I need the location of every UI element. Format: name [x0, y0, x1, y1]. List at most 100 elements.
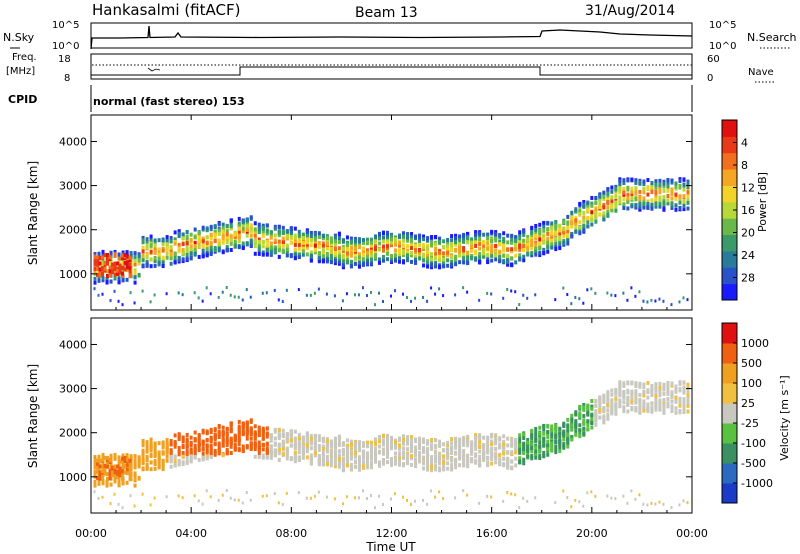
- velocity-cell: [333, 461, 337, 466]
- power-cell: [530, 246, 534, 251]
- power-cell: [622, 181, 626, 186]
- power-cell: [662, 200, 666, 205]
- power-cell: [141, 255, 145, 260]
- velocity-cell: [365, 454, 369, 459]
- power-cell: [361, 252, 365, 257]
- velocity-cell: [133, 478, 137, 483]
- power-cell: [361, 257, 365, 262]
- power-cell: [574, 221, 578, 226]
- freq-panel: Freq. [MHz] 18 8 60 0 Nave: [6, 52, 775, 84]
- velocity-cell: [313, 450, 317, 455]
- velocity-cell: [321, 437, 325, 442]
- velocity-cell: [470, 458, 474, 463]
- velocity-cell: [141, 456, 145, 461]
- velocity-cell: [329, 449, 333, 454]
- velocity-cell: [550, 448, 554, 453]
- velocity-cell: [566, 432, 570, 437]
- velocity-ylabel: Slant Range [km]: [26, 364, 40, 468]
- power-cell: [333, 258, 337, 263]
- velocity-cell: [586, 410, 590, 415]
- velocity-cell: [534, 452, 538, 457]
- velocity-cell: [173, 433, 177, 438]
- velocity-cell: [498, 457, 502, 462]
- velocity-cell: [526, 445, 530, 450]
- power-cell: [181, 242, 185, 247]
- power-cell: [117, 280, 121, 285]
- velocity-cell: [630, 395, 634, 400]
- power-cell: [249, 240, 253, 245]
- x-tick-label: 12:00: [376, 527, 408, 540]
- velocity-cell: [357, 463, 361, 468]
- power-cell: [598, 194, 602, 199]
- power-cell: [598, 212, 602, 217]
- velocity-cell: [650, 383, 654, 388]
- power-cell: [426, 246, 430, 251]
- velocity-cell: [197, 457, 201, 462]
- velocity-cell: [103, 469, 107, 474]
- velocity-cell: [349, 449, 353, 454]
- velocity-cell: [337, 454, 341, 459]
- velocity-cell: [217, 435, 221, 440]
- power-cell: [494, 257, 498, 262]
- velocity-cell: [117, 462, 121, 467]
- velocity-cell: [458, 450, 462, 455]
- y-tick-label: 3000: [59, 383, 87, 396]
- velocity-cell: [289, 438, 293, 443]
- velocity-cell: [542, 427, 546, 432]
- power-cell: [305, 293, 308, 297]
- power-cell: [498, 259, 502, 264]
- power-cell: [385, 230, 389, 235]
- power-cell: [482, 240, 486, 245]
- power-cell: [169, 261, 173, 266]
- power-cell: [337, 251, 341, 256]
- colorbar-swatch: [722, 463, 737, 484]
- power-cell: [161, 237, 165, 242]
- velocity-cell: [253, 432, 257, 437]
- x-tick-label: 16:00: [476, 527, 508, 540]
- power-cell: [402, 252, 406, 257]
- power-cell: [546, 236, 550, 241]
- velocity-cell: [261, 494, 264, 498]
- power-cell: [113, 289, 116, 293]
- power-cell: [197, 296, 200, 300]
- power-cell: [566, 229, 570, 234]
- velocity-cell: [586, 422, 590, 427]
- power-cell: [602, 213, 606, 218]
- power-cell: [454, 293, 457, 297]
- velocity-cell: [430, 446, 434, 451]
- power-cell: [101, 255, 105, 260]
- velocity-cell: [602, 414, 606, 419]
- power-cell: [526, 246, 530, 251]
- velocity-cell: [305, 455, 309, 460]
- velocity-cell: [205, 438, 209, 443]
- velocity-cell: [510, 466, 514, 471]
- power-cell: [398, 249, 402, 254]
- power-cell: [385, 241, 389, 246]
- power-cell: [133, 268, 137, 273]
- power-cell: [297, 288, 300, 292]
- velocity-cell: [506, 457, 510, 462]
- velocity-cell: [502, 499, 505, 503]
- velocity-cell: [189, 456, 193, 461]
- power-cell: [490, 247, 494, 252]
- velocity-cell: [586, 427, 590, 432]
- power-cell: [98, 267, 102, 272]
- velocity-cell: [678, 503, 681, 507]
- velocity-cell: [125, 480, 129, 485]
- velocity-cell: [281, 434, 285, 439]
- power-cell: [345, 257, 349, 262]
- power-cell: [466, 235, 470, 240]
- velocity-cell: [293, 442, 297, 447]
- power-cell: [406, 295, 409, 299]
- power-cell: [289, 226, 293, 231]
- velocity-cell: [654, 397, 658, 402]
- power-cell: [534, 233, 538, 238]
- velocity-cell: [598, 405, 602, 410]
- power-cell: [381, 300, 384, 304]
- colorbar-swatch: [722, 169, 737, 186]
- power-cell: [678, 300, 681, 304]
- velocity-cell: [257, 449, 261, 454]
- velocity-cell: [486, 449, 490, 454]
- power-cell: [654, 201, 658, 206]
- velocity-cell: [121, 481, 125, 486]
